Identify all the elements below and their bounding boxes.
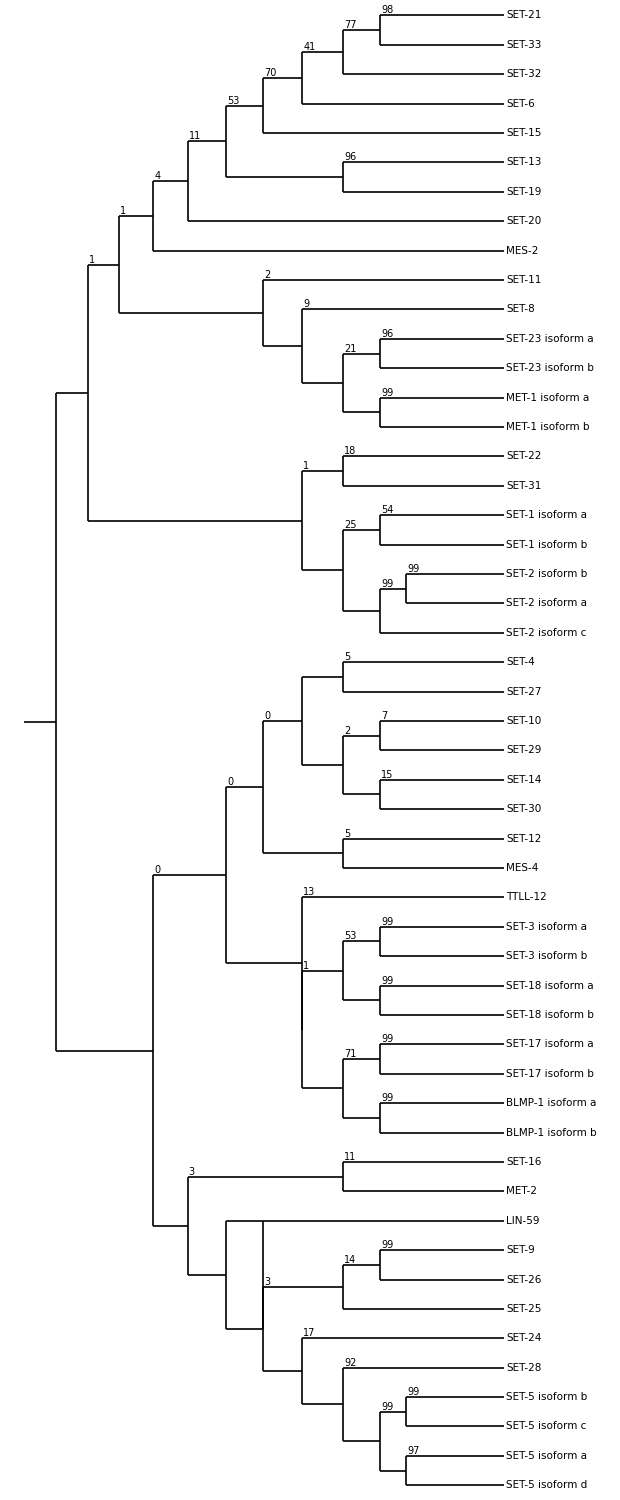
Text: 77: 77	[344, 20, 356, 30]
Text: 2: 2	[264, 270, 270, 280]
Text: 11: 11	[188, 132, 201, 141]
Text: BLMP-1 isoform b: BLMP-1 isoform b	[507, 1128, 597, 1137]
Text: MET-1 isoform b: MET-1 isoform b	[507, 422, 590, 432]
Text: 99: 99	[381, 387, 393, 398]
Text: MET-2: MET-2	[507, 1186, 538, 1197]
Text: 14: 14	[344, 1256, 356, 1264]
Text: SET-21: SET-21	[507, 10, 542, 21]
Text: SET-4: SET-4	[507, 657, 535, 668]
Text: TTLL-12: TTLL-12	[507, 892, 547, 903]
Text: 18: 18	[344, 447, 356, 456]
Text: SET-1 isoform a: SET-1 isoform a	[507, 510, 588, 520]
Text: 99: 99	[381, 975, 393, 986]
Text: 21: 21	[344, 344, 356, 354]
Text: 5: 5	[344, 828, 350, 839]
Text: 53: 53	[344, 932, 356, 942]
Text: SET-9: SET-9	[507, 1245, 535, 1256]
Text: SET-5 isoform b: SET-5 isoform b	[507, 1392, 588, 1402]
Text: SET-5 isoform a: SET-5 isoform a	[507, 1450, 588, 1461]
Text: 0: 0	[228, 777, 234, 788]
Text: SET-33: SET-33	[507, 40, 542, 50]
Text: 1: 1	[303, 460, 309, 471]
Text: 41: 41	[303, 42, 316, 52]
Text: SET-16: SET-16	[507, 1156, 542, 1167]
Text: SET-10: SET-10	[507, 716, 542, 726]
Text: SET-2 isoform c: SET-2 isoform c	[507, 628, 587, 638]
Text: 99: 99	[407, 564, 420, 574]
Text: 54: 54	[381, 506, 394, 515]
Text: 0: 0	[154, 865, 161, 876]
Text: SET-15: SET-15	[507, 128, 542, 138]
Text: SET-5 isoform d: SET-5 isoform d	[507, 1480, 588, 1491]
Text: 53: 53	[228, 96, 240, 105]
Text: SET-23 isoform a: SET-23 isoform a	[507, 334, 594, 344]
Text: 70: 70	[264, 68, 277, 78]
Text: 96: 96	[344, 153, 356, 162]
Text: LIN-59: LIN-59	[507, 1215, 540, 1225]
Text: SET-3 isoform b: SET-3 isoform b	[507, 951, 588, 962]
Text: 15: 15	[381, 770, 394, 780]
Text: SET-19: SET-19	[507, 188, 542, 196]
Text: 1: 1	[89, 255, 95, 264]
Text: 5: 5	[344, 652, 350, 662]
Text: 98: 98	[381, 6, 393, 15]
Text: SET-32: SET-32	[507, 69, 542, 80]
Text: SET-17 isoform a: SET-17 isoform a	[507, 1040, 594, 1050]
Text: 99: 99	[381, 1240, 393, 1250]
Text: MET-1 isoform a: MET-1 isoform a	[507, 393, 590, 402]
Text: 9: 9	[303, 300, 309, 309]
Text: SET-2 isoform a: SET-2 isoform a	[507, 598, 588, 609]
Text: 2: 2	[344, 726, 350, 735]
Text: 92: 92	[344, 1358, 356, 1368]
Text: 97: 97	[407, 1446, 420, 1456]
Text: SET-29: SET-29	[507, 746, 542, 756]
Text: SET-23 isoform b: SET-23 isoform b	[507, 363, 595, 374]
Text: 11: 11	[344, 1152, 356, 1162]
Text: SET-20: SET-20	[507, 216, 542, 226]
Text: SET-26: SET-26	[507, 1275, 542, 1284]
Text: SET-31: SET-31	[507, 482, 542, 490]
Text: SET-17 isoform b: SET-17 isoform b	[507, 1068, 595, 1078]
Text: 99: 99	[381, 916, 393, 927]
Text: MES-2: MES-2	[507, 246, 539, 255]
Text: 99: 99	[381, 1402, 393, 1411]
Text: SET-3 isoform a: SET-3 isoform a	[507, 922, 588, 932]
Text: MES-4: MES-4	[507, 862, 539, 873]
Text: SET-12: SET-12	[507, 834, 542, 843]
Text: 99: 99	[407, 1388, 420, 1396]
Text: 96: 96	[381, 328, 393, 339]
Text: SET-30: SET-30	[507, 804, 542, 814]
Text: SET-18 isoform a: SET-18 isoform a	[507, 981, 594, 990]
Text: SET-22: SET-22	[507, 452, 542, 462]
Text: SET-11: SET-11	[507, 274, 542, 285]
Text: 99: 99	[381, 1094, 393, 1102]
Text: 1: 1	[303, 962, 309, 970]
Text: 3: 3	[188, 1167, 195, 1176]
Text: 99: 99	[381, 579, 393, 588]
Text: 7: 7	[381, 711, 388, 722]
Text: SET-18 isoform b: SET-18 isoform b	[507, 1010, 595, 1020]
Text: SET-25: SET-25	[507, 1304, 542, 1314]
Text: SET-14: SET-14	[507, 776, 542, 784]
Text: 71: 71	[344, 1048, 356, 1059]
Text: BLMP-1 isoform a: BLMP-1 isoform a	[507, 1098, 597, 1108]
Text: SET-8: SET-8	[507, 304, 535, 315]
Text: SET-27: SET-27	[507, 687, 542, 696]
Text: SET-1 isoform b: SET-1 isoform b	[507, 540, 588, 549]
Text: SET-5 isoform c: SET-5 isoform c	[507, 1422, 587, 1431]
Text: SET-6: SET-6	[507, 99, 535, 108]
Text: 99: 99	[381, 1035, 393, 1044]
Text: 0: 0	[264, 711, 270, 722]
Text: 3: 3	[264, 1276, 270, 1287]
Text: 1: 1	[120, 206, 126, 216]
Text: 13: 13	[303, 888, 316, 897]
Text: SET-2 isoform b: SET-2 isoform b	[507, 568, 588, 579]
Text: SET-28: SET-28	[507, 1362, 542, 1372]
Text: 25: 25	[344, 520, 356, 530]
Text: SET-13: SET-13	[507, 158, 542, 168]
Text: SET-24: SET-24	[507, 1334, 542, 1344]
Text: 17: 17	[303, 1329, 316, 1338]
Text: 4: 4	[154, 171, 161, 182]
